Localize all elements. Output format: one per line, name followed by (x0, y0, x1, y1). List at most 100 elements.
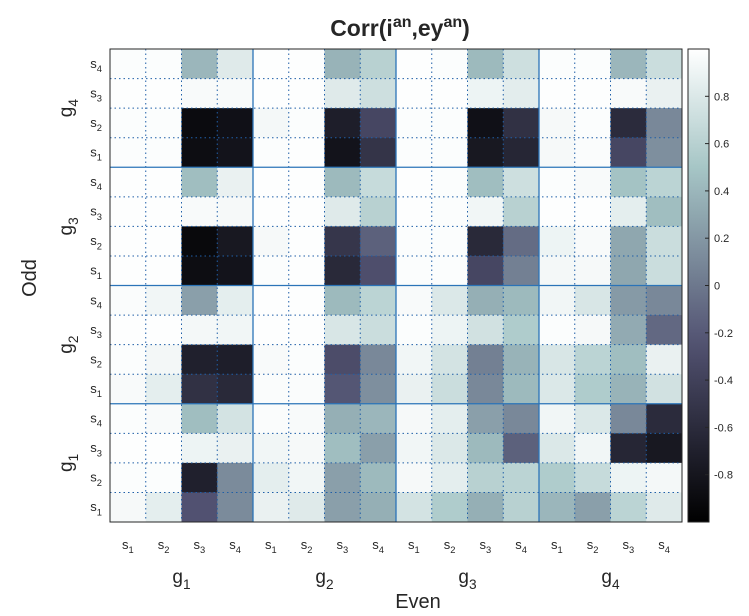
heatmap-cell-g3s1-g1s2 (145, 255, 182, 286)
heatmap-cell-g1s2-g3s1 (396, 462, 433, 493)
heatmap-cell-g3s2-g3s3 (467, 226, 504, 257)
heatmap-cell-g2s4-g3s2 (431, 285, 468, 316)
heatmap-cell-g4s4-g4s4 (646, 49, 683, 80)
x-group-label: g3 (458, 567, 476, 592)
colorbar-tick-label: -0.2 (714, 328, 733, 340)
heatmap-cell-g3s4-g2s2 (288, 167, 325, 198)
y-sub-tick-label: s2 (90, 351, 102, 369)
heatmap-cell-g1s1-g4s2 (574, 492, 611, 523)
heatmap-cell-g2s2-g4s3 (610, 344, 647, 375)
heatmap-cell-g4s3-g4s1 (539, 78, 576, 109)
heatmap-cell-g1s3-g3s1 (396, 433, 433, 464)
title-middle: ,ey (411, 15, 443, 41)
y-group-label: g4 (56, 99, 81, 118)
heatmap-cell-g3s1-g2s4 (360, 255, 397, 286)
heatmap-cell-g1s3-g4s3 (610, 433, 647, 464)
heatmap-cell-g4s3-g4s3 (610, 78, 647, 109)
heatmap-cell-g1s1-g1s3 (181, 492, 218, 523)
heatmap-cell-g1s2-g2s4 (360, 462, 397, 493)
x-sub-tick-label: s1 (122, 537, 134, 555)
heatmap-cell-g4s1-g1s4 (217, 137, 254, 168)
heatmap-cell-g3s3-g3s1 (396, 196, 433, 227)
y-sub-tick-label: s4 (90, 411, 102, 429)
y-group-labels: g4 g3 g2 g1 (56, 99, 81, 472)
x-group-label: g4 (601, 567, 620, 592)
title-superscript-2: an (443, 14, 462, 31)
heatmap-cell-g4s3-g2s1 (253, 78, 290, 109)
colorbar-tick-label: -0.4 (714, 375, 733, 387)
heatmap-cell-g3s1-g4s4 (646, 255, 683, 286)
heatmap-cell-g2s2-g1s1 (110, 344, 147, 375)
heatmap-cell-g4s4-g3s4 (503, 49, 540, 80)
heatmap-cell-g3s2-g1s1 (110, 226, 147, 257)
heatmap-cell-g1s1-g3s2 (431, 492, 468, 523)
heatmap-cell-g2s1-g1s2 (145, 374, 182, 405)
heatmap-cell-g4s4-g2s1 (253, 49, 290, 80)
x-group-labels: g1 g2 g3 g4 (172, 567, 620, 592)
heatmap-cell-g2s3-g3s4 (503, 315, 540, 346)
heatmap-cell-g1s3-g4s4 (646, 433, 683, 464)
heatmap-cell-g2s1-g4s4 (646, 374, 683, 405)
heatmap-cell-g1s3-g2s4 (360, 433, 397, 464)
y-group-label: g1 (56, 454, 81, 472)
heatmap-cell-g3s3-g3s2 (431, 196, 468, 227)
heatmap-cell-g3s2-g2s4 (360, 226, 397, 257)
heatmap-cell-g2s2-g1s2 (145, 344, 182, 375)
heatmap-cell-g4s2-g3s4 (503, 108, 540, 139)
heatmap-cell-g3s4-g1s2 (145, 167, 182, 198)
heatmap-cell-g2s3-g1s4 (217, 315, 254, 346)
heatmap-cell-g2s2-g2s4 (360, 344, 397, 375)
y-sub-tick-label: s1 (90, 144, 102, 162)
heatmap-cell-g1s4-g1s4 (217, 403, 254, 434)
heatmap-cell-g4s1-g4s4 (646, 137, 683, 168)
x-sub-tick-label: s4 (229, 537, 241, 555)
heatmap-cell-g3s4-g3s3 (467, 167, 504, 198)
colorbar-tick-label: 0.2 (714, 233, 729, 245)
y-sub-tick-label: s2 (90, 233, 102, 251)
heatmap-cell-g2s1-g2s1 (253, 374, 290, 405)
heatmap-cell-g3s3-g1s1 (110, 196, 147, 227)
heatmap-cell-g1s3-g2s3 (324, 433, 361, 464)
heatmap-cell-g4s1-g4s2 (574, 137, 611, 168)
heatmap-cell-g1s3-g1s2 (145, 433, 182, 464)
heatmap-cell-g1s2-g1s4 (217, 462, 254, 493)
colorbar-tick-label: 0 (714, 281, 720, 293)
heatmap-cell-g2s3-g4s2 (574, 315, 611, 346)
heatmap-cell-g1s4-g2s1 (253, 403, 290, 434)
heatmap-cell-g1s1-g1s1 (110, 492, 147, 523)
heatmap-cell-g4s1-g3s3 (467, 137, 504, 168)
heatmap-cell-g1s2-g2s2 (288, 462, 325, 493)
heatmap-cell-g4s1-g1s2 (145, 137, 182, 168)
heatmap-cell-g2s3-g1s2 (145, 315, 182, 346)
heatmap-cell-g1s2-g3s2 (431, 462, 468, 493)
heatmap-cell-g2s3-g4s1 (539, 315, 576, 346)
x-sub-tick-label: s3 (194, 537, 206, 555)
heatmap-cell-g4s4-g4s3 (610, 49, 647, 80)
heatmap-cell-g4s1-g1s1 (110, 137, 147, 168)
x-sub-tick-label: s3 (623, 537, 635, 555)
colorbar-tick-label: 0.8 (714, 91, 729, 103)
heatmap-cell-g3s4-g3s4 (503, 167, 540, 198)
heatmap-cell-g1s2-g2s1 (253, 462, 290, 493)
heatmap-cell-g1s1-g4s4 (646, 492, 683, 523)
heatmap-cell-g2s3-g3s2 (431, 315, 468, 346)
heatmap-cell-g3s4-g4s2 (574, 167, 611, 198)
heatmap-cell-g1s1-g3s4 (503, 492, 540, 523)
heatmap-cell-g2s2-g4s4 (646, 344, 683, 375)
heatmap-cell-g2s4-g3s1 (396, 285, 433, 316)
heatmap-cell-g4s1-g4s3 (610, 137, 647, 168)
heatmap-cell-g4s2-g2s1 (253, 108, 290, 139)
y-sub-tick-label: s3 (90, 440, 102, 458)
heatmap-cell-g2s1-g2s4 (360, 374, 397, 405)
heatmap-cell-g3s3-g2s1 (253, 196, 290, 227)
heatmap-cell-g2s3-g2s1 (253, 315, 290, 346)
heatmap-cell-g2s2-g2s2 (288, 344, 325, 375)
heatmap-cell-g2s4-g4s1 (539, 285, 576, 316)
group-separator-lines (110, 49, 682, 522)
heatmap-cell-g2s1-g1s4 (217, 374, 254, 405)
x-sub-tick-label: s2 (158, 537, 170, 555)
heatmap-cell-g2s3-g2s2 (288, 315, 325, 346)
heatmap-cell-g2s1-g2s3 (324, 374, 361, 405)
heatmap-cell-g3s1-g4s1 (539, 255, 576, 286)
heatmap-cell-g4s3-g3s3 (467, 78, 504, 109)
